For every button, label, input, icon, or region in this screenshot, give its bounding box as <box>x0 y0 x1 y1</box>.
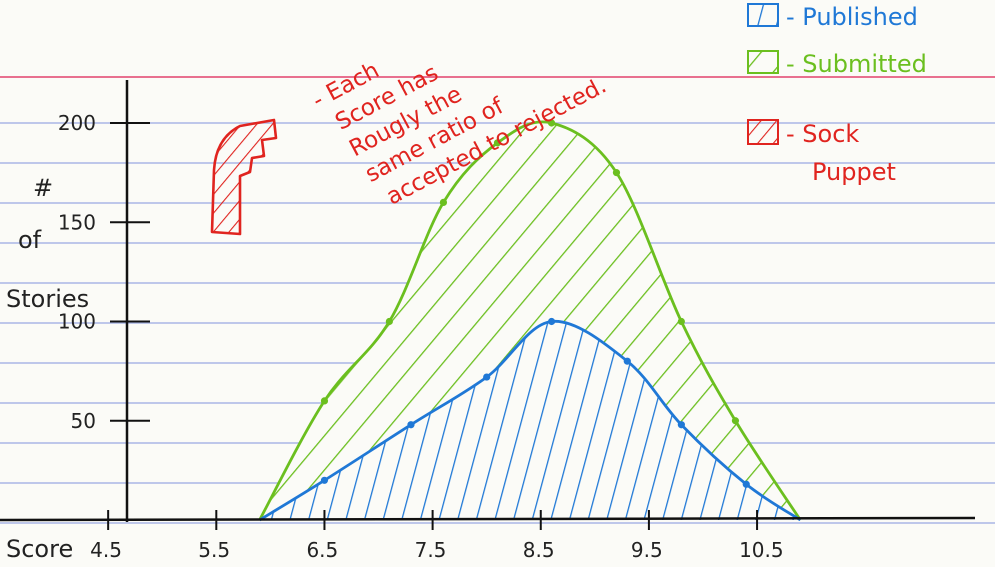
y-tick-label: 150 <box>58 210 96 234</box>
y-axis-label-line-2: of <box>18 226 42 254</box>
submitted-point <box>547 119 556 127</box>
ticks-layer: 4.5 5.5 6.5 7.5 8.5 9.5 10.5 50 100 150 200 <box>58 111 784 562</box>
x-axis <box>0 516 976 522</box>
legend-swatch-sock-puppet <box>747 119 779 145</box>
submitted-point <box>731 417 740 425</box>
x-tick-label: 10.5 <box>739 538 784 562</box>
y-axis-label-line-1: # <box>33 174 53 202</box>
legend-swatch-published <box>747 3 779 27</box>
published-point <box>483 373 491 381</box>
submitted-point <box>677 317 685 326</box>
y-axis-label-line-3: Stories <box>6 285 89 313</box>
x-tick-label: 6.5 <box>306 538 338 562</box>
published-point <box>623 357 631 365</box>
legend: - Published - Submitted - Sock Puppet <box>747 3 927 186</box>
x-tick-label: 4.5 <box>90 538 122 562</box>
y-tick-label: 200 <box>58 111 96 135</box>
legend-swatch-submitted <box>747 50 779 74</box>
submitted-point <box>385 317 393 326</box>
legend-label-published: - Published <box>786 3 918 31</box>
x-tick-label: 9.5 <box>631 538 663 562</box>
submitted-line <box>258 120 802 521</box>
legend-label-sock-puppet-line-2: Puppet <box>812 158 896 186</box>
x-tick-label: 5.5 <box>198 538 230 562</box>
submitted-point <box>493 139 502 147</box>
x-tick-label: 7.5 <box>415 538 447 562</box>
y-tick-label: 50 <box>71 409 96 433</box>
published-point <box>742 480 750 488</box>
published-point <box>547 317 556 326</box>
x-tick-label: 8.5 <box>523 538 555 562</box>
submitted-point <box>320 397 329 405</box>
series-layer <box>258 119 802 522</box>
submitted-point <box>439 198 448 206</box>
sock-puppet-drawing <box>210 118 278 236</box>
y-tick-label: 100 <box>58 310 96 334</box>
legend-label-sock-puppet-line-1: - Sock <box>786 120 859 148</box>
x-axis-label: Score <box>6 535 73 563</box>
legend-label-submitted: - Submitted <box>786 50 927 78</box>
published-area <box>259 321 801 520</box>
published-point <box>407 421 415 429</box>
published-point <box>677 421 685 429</box>
submitted-point <box>612 169 621 177</box>
published-point <box>320 476 329 484</box>
